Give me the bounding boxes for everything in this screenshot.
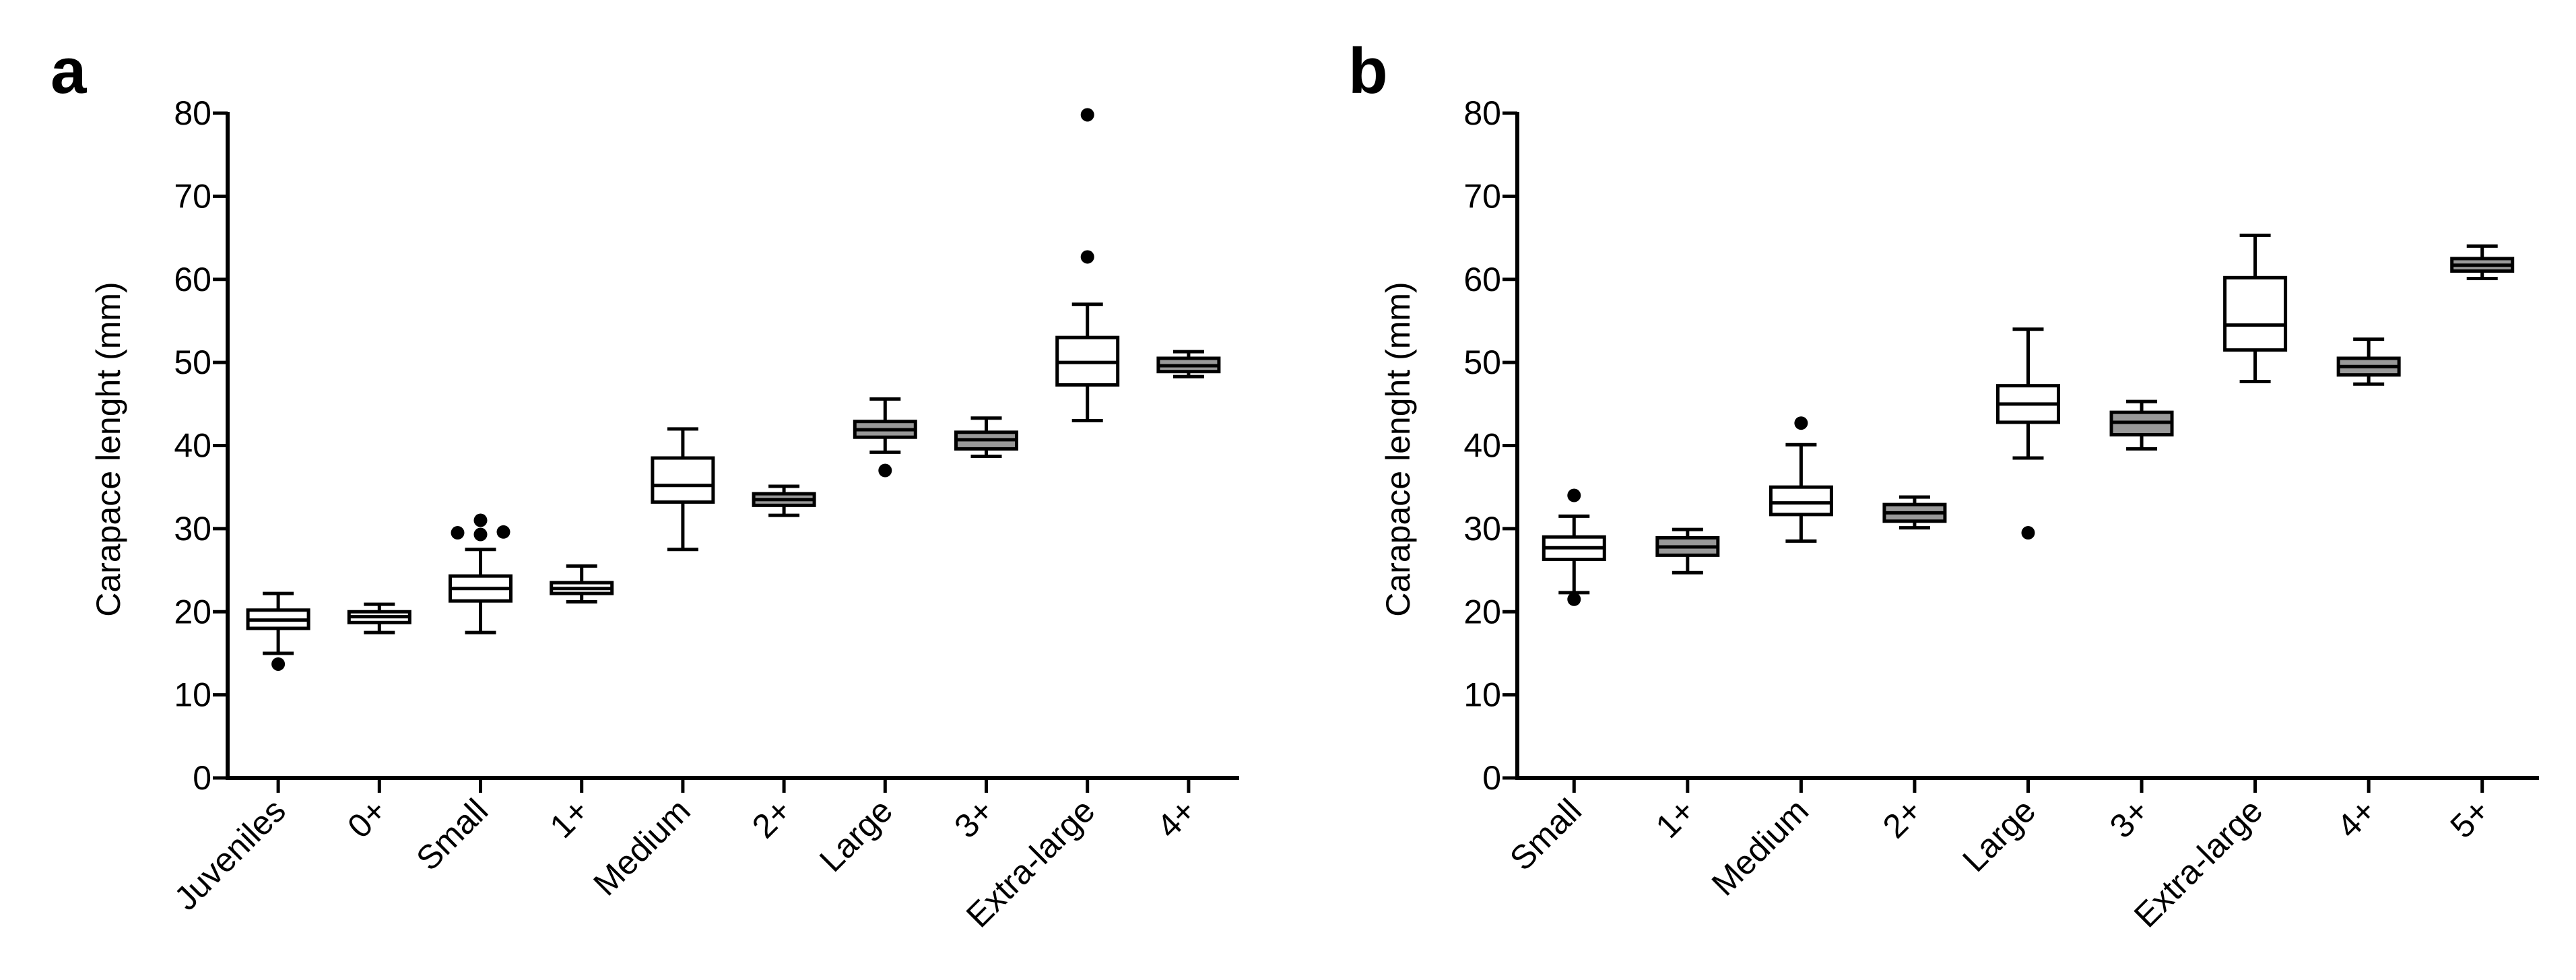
panel-a: a Carapace lenght (mm) 0 10 20 30 40 50 60 70 80… [51,35,1239,935]
outlier-point [2021,526,2035,540]
y-tick-label: 10 [1463,676,1501,714]
outlier-point [473,527,488,542]
x-category-label: Small [1502,791,1589,878]
x-category-label: Large [1955,791,2043,879]
y-tick-label: 0 [1482,759,1501,797]
y-tick-label: 40 [1463,427,1501,465]
x-category-label: 4+ [1150,791,1203,845]
y-tick-label: 60 [174,261,211,298]
x-category-label: 3+ [947,791,1001,845]
y-tick-label: 20 [174,593,211,630]
outlier-point [878,463,892,478]
box-large [1996,327,2060,540]
box-3- [2109,399,2174,451]
box-1- [550,564,614,603]
x-category-label: 2+ [1876,791,1929,845]
x-category-label: 3+ [2103,791,2156,845]
y-axis-title-a: Carapace lenght (mm) [90,282,127,616]
x-category-label: Large [812,791,900,879]
x-category-label: 1+ [1649,791,1703,845]
y-tick-label: 10 [174,676,211,714]
x-category-label: Medium [586,791,697,903]
y-tick-label: 50 [174,344,211,381]
box-medium [651,427,715,552]
box-medium [1769,416,1833,543]
box-juveniles [246,591,310,671]
outlier-point [1794,416,1808,430]
box-2- [1882,495,1947,530]
box-5- [2450,244,2515,281]
box-iqr [2223,275,2288,352]
y-tick-label: 40 [174,427,211,465]
box-small [1542,488,1606,606]
x-category-label: 4+ [2330,791,2383,845]
y-tick-label: 20 [1463,593,1501,630]
box-4- [1156,350,1221,379]
x-category-label: 2+ [745,791,799,845]
y-tick-label: 70 [174,177,211,215]
box-extra-large [1055,108,1120,422]
y-tick-label: 80 [174,94,211,132]
box-extra-large [2223,233,2288,384]
x-category-label: 0+ [340,791,394,845]
box-iqr [1769,485,1833,517]
outlier-point [473,513,488,527]
y-axis-title-b: Carapace lenght (mm) [1379,282,1417,616]
box-small [449,513,513,634]
box-iqr [651,456,715,504]
box-2- [752,484,816,517]
panel-label-b: b [1348,35,1388,107]
box-large [853,397,917,478]
y-tick-label: 50 [1463,344,1501,381]
panel-b: b Carapace lenght (mm) 0 10 20 30 40 50 60 70 80… [1348,35,2539,935]
outlier-point [271,657,286,671]
panel-label-a: a [51,35,87,107]
y-tick-label: 70 [1463,177,1501,215]
x-category-label: Juveniles [167,791,293,917]
x-category-label: 1+ [543,791,597,845]
outlier-point [1567,592,1581,606]
x-category-label: Medium [1705,791,1816,903]
box-0- [347,602,411,634]
y-tick-label: 60 [1463,261,1501,298]
outlier-point [451,526,465,540]
y-tick-label: 30 [174,510,211,548]
y-tick-label: 30 [1463,510,1501,548]
x-category-label: Small [409,791,495,878]
outlier-point [1080,108,1094,122]
outlier-point [1567,488,1581,502]
box-3- [954,416,1018,459]
box-1- [1655,527,1720,575]
outlier-point [496,525,510,539]
box-4- [2336,337,2401,386]
x-category-label: 5+ [2443,791,2497,845]
y-tick-label: 80 [1463,94,1501,132]
outlier-point [1080,250,1094,264]
y-tick-label: 0 [193,759,211,797]
